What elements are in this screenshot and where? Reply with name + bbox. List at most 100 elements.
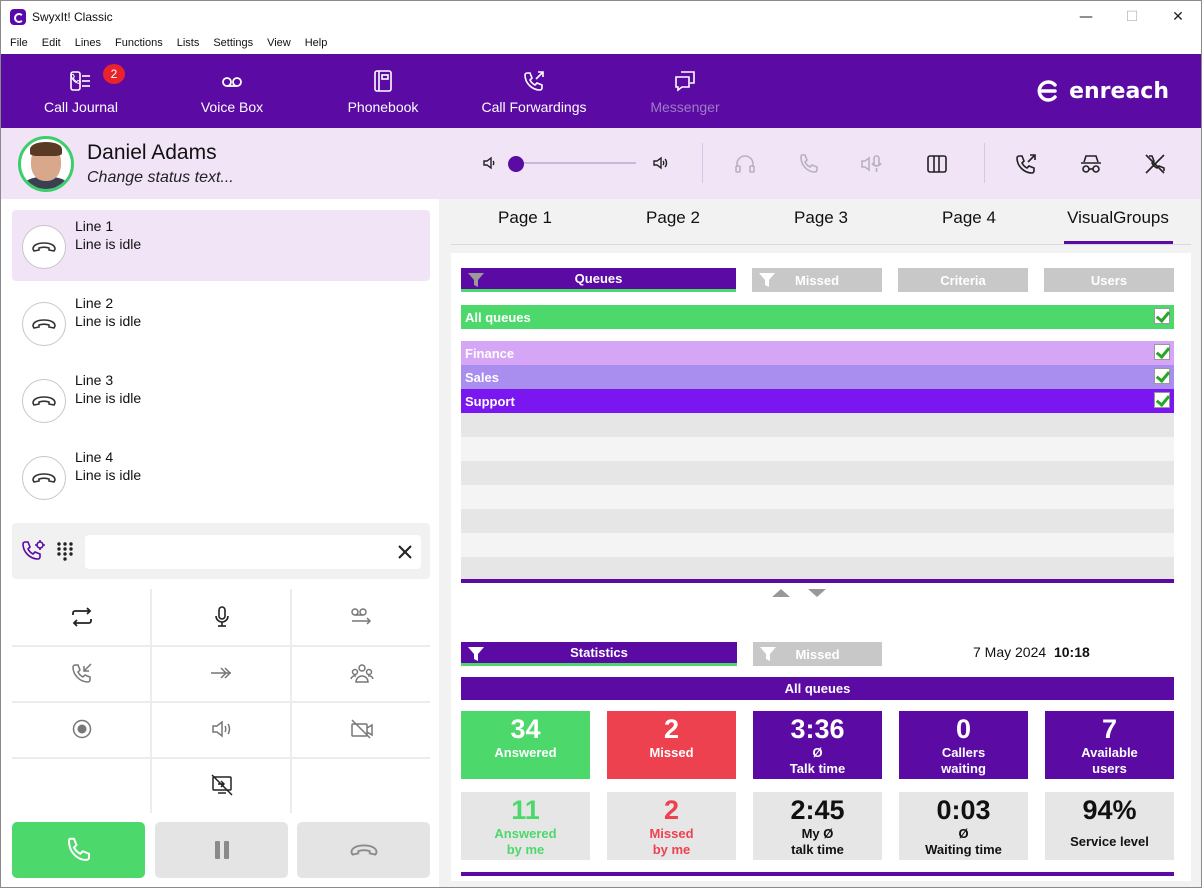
phonebook-button[interactable]: Phonebook: [308, 54, 458, 128]
all-queues-row[interactable]: All queues: [461, 305, 1174, 329]
toggle-call-button[interactable]: [12, 589, 151, 644]
tab-page-4[interactable]: Page 4: [942, 208, 996, 227]
queue-checkbox[interactable]: [1154, 392, 1170, 408]
missed-calls-badge: 2: [103, 64, 125, 84]
messenger-button[interactable]: Messenger: [610, 54, 760, 128]
line-2-handset[interactable]: [22, 302, 66, 346]
empty-row: [461, 485, 1174, 509]
criteria-filter-button[interactable]: Criteria: [898, 268, 1028, 292]
call-journal-label: Call Journal: [44, 99, 118, 115]
line-4-handset[interactable]: [22, 456, 66, 500]
line-status: Line is idle: [75, 236, 142, 252]
call-forwardings-button[interactable]: Call Forwardings: [459, 54, 609, 128]
microphone-button[interactable]: [152, 589, 291, 644]
menu-settings[interactable]: Settings: [213, 37, 254, 49]
video-off-button[interactable]: [292, 701, 431, 756]
missed-filter-button[interactable]: Missed: [752, 268, 882, 292]
queue-checkbox[interactable]: [1154, 344, 1170, 360]
stat-callers-waiting: 0 Callers waiting: [899, 711, 1028, 779]
transfer-button[interactable]: [152, 645, 291, 700]
stat-value: 34: [510, 714, 541, 744]
hangup-button[interactable]: [297, 822, 430, 878]
pickup-button[interactable]: [12, 645, 151, 700]
tab-page-3[interactable]: Page 3: [794, 208, 848, 227]
queue-list-bottom-bar: [461, 579, 1174, 583]
menu-help[interactable]: Help: [304, 37, 328, 49]
missed-filter-label: Missed: [794, 272, 840, 288]
user-avatar[interactable]: [18, 136, 74, 192]
line-3-handset[interactable]: [22, 379, 66, 423]
status-text[interactable]: Change status text...: [87, 169, 234, 186]
stat-label-2: Waiting time: [925, 842, 1002, 857]
volume-high-icon: [653, 156, 668, 170]
call-pickup-icon: [71, 662, 92, 683]
transfer-voicebox-button[interactable]: [292, 589, 431, 644]
screen-share-off-button[interactable]: [152, 757, 291, 812]
conference-button[interactable]: [292, 645, 431, 700]
filter-icon: [468, 647, 484, 661]
statistics-filter-button[interactable]: Statistics: [461, 642, 737, 666]
filter-icon: [468, 273, 484, 287]
minimize-button[interactable]: —: [1079, 8, 1093, 25]
line-3[interactable]: Line 3 Line is idle: [12, 364, 430, 435]
volume-slider-track[interactable]: [516, 162, 636, 164]
speaker-button[interactable]: [152, 701, 291, 756]
volume-slider-handle[interactable]: [508, 156, 524, 172]
menu-lists[interactable]: Lists: [176, 37, 200, 49]
all-queues-checkbox[interactable]: [1154, 308, 1170, 324]
menu-functions[interactable]: Functions: [115, 37, 163, 49]
hold-button[interactable]: [155, 822, 288, 878]
tab-page-2[interactable]: Page 2: [646, 208, 700, 227]
menu-edit[interactable]: Edit: [41, 37, 61, 49]
queue-row-sales[interactable]: Sales: [461, 365, 1174, 389]
voice-box-label: Voice Box: [200, 99, 264, 115]
tab-visualgroups[interactable]: VisualGroups: [1067, 208, 1169, 227]
collapse-up-icon[interactable]: [772, 589, 790, 597]
stat-my-avg-talk-time: 2:45 My Ø talk time: [753, 792, 882, 860]
queue-checkbox[interactable]: [1154, 368, 1170, 384]
call-forward-icon: [524, 71, 544, 91]
statistics-missed-filter-button[interactable]: Missed: [753, 642, 882, 666]
queue-row-support[interactable]: Support: [461, 389, 1174, 413]
dialpad-icon[interactable]: [55, 541, 75, 561]
statistics-missed-label: Missed: [795, 646, 840, 662]
line-4[interactable]: Line 4 Line is idle: [12, 441, 430, 512]
sidebar-toggle-icon[interactable]: [925, 152, 949, 176]
transfer-arrow-icon: [210, 666, 231, 679]
speakerphone-mic-icon[interactable]: [861, 152, 885, 176]
line-1-handset[interactable]: [22, 225, 66, 269]
menu-view[interactable]: View: [267, 37, 291, 49]
clear-input-icon[interactable]: [395, 542, 415, 562]
line-1[interactable]: Line 1 Line is idle: [12, 210, 430, 281]
phone-icon: [67, 837, 90, 862]
users-filter-button[interactable]: Users: [1044, 268, 1174, 292]
hangup-icon: [32, 319, 56, 329]
close-window-button[interactable]: ✕: [1172, 8, 1184, 25]
menu-file[interactable]: File: [10, 37, 28, 49]
maximize-button[interactable]: ☐: [1125, 8, 1139, 25]
menu-lines[interactable]: Lines: [74, 37, 101, 49]
call-forward-status-icon[interactable]: [1014, 152, 1038, 176]
tab-page-1[interactable]: Page 1: [498, 208, 552, 227]
handset-icon[interactable]: [797, 152, 821, 176]
queue-row-finance[interactable]: Finance: [461, 341, 1174, 365]
hangup-icon: [32, 473, 56, 483]
app-logo-icon: [10, 8, 26, 25]
stat-avg-talk-time: 3:36 Ø Talk time: [753, 711, 882, 779]
expand-down-icon[interactable]: [808, 589, 826, 597]
call-button[interactable]: [12, 822, 145, 878]
voice-box-button[interactable]: Voice Box: [157, 54, 307, 128]
current-date: 7 May 2024: [973, 644, 1047, 660]
call-journal-button[interactable]: Call Journal: [6, 54, 156, 128]
do-not-disturb-icon[interactable]: [1143, 152, 1167, 176]
queues-filter-button[interactable]: Queues: [461, 268, 736, 292]
stat-missed: 2 Missed: [607, 711, 736, 779]
record-button[interactable]: [12, 701, 151, 756]
dial-number-input[interactable]: [85, 535, 421, 569]
call-settings-icon[interactable]: [21, 539, 47, 563]
incognito-icon[interactable]: [1079, 152, 1103, 176]
stat-label: Ø: [812, 745, 823, 760]
headset-icon[interactable]: [733, 152, 757, 176]
filter-icon: [759, 273, 775, 287]
line-2[interactable]: Line 2 Line is idle: [12, 287, 430, 358]
